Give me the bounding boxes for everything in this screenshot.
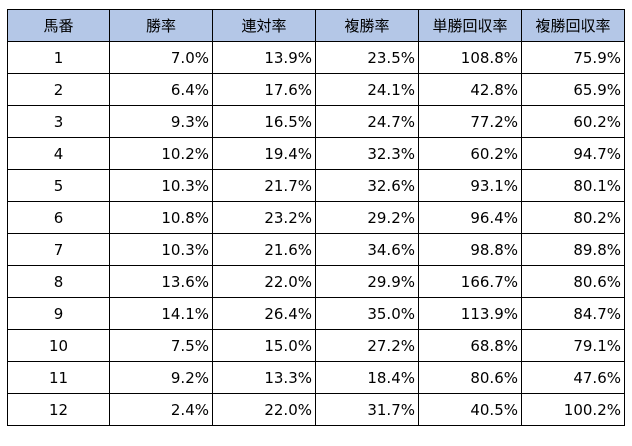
place-return-rate-cell: 100.2% (521, 393, 625, 426)
header-win-return-rate: 単勝回収率 (418, 9, 522, 42)
table-row: 2 6.4% 17.6% 24.1% 42.8% 65.9% (7, 73, 625, 106)
horse-number-cell: 11 (7, 361, 110, 394)
place-return-rate-cell: 94.7% (521, 137, 625, 170)
table-row: 11 9.2% 13.3% 18.4% 80.6% 47.6% (7, 361, 625, 394)
table-row: 9 14.1% 26.4% 35.0% 113.9% 84.7% (7, 297, 625, 330)
table-row: 3 9.3% 16.5% 24.7% 77.2% 60.2% (7, 105, 625, 138)
win-rate-cell: 9.2% (109, 361, 213, 394)
quinella-rate-cell: 23.2% (212, 201, 316, 234)
win-rate-cell: 2.4% (109, 393, 213, 426)
win-return-rate-cell: 77.2% (418, 105, 522, 138)
win-rate-cell: 14.1% (109, 297, 213, 330)
table-row: 1 7.0% 13.9% 23.5% 108.8% 75.9% (7, 41, 625, 74)
horse-number-cell: 6 (7, 201, 110, 234)
quinella-rate-cell: 21.6% (212, 233, 316, 266)
win-rate-cell: 10.3% (109, 169, 213, 202)
win-return-rate-cell: 68.8% (418, 329, 522, 362)
table-row: 12 2.4% 22.0% 31.7% 40.5% 100.2% (7, 393, 625, 426)
quinella-rate-cell: 13.9% (212, 41, 316, 74)
quinella-rate-cell: 22.0% (212, 265, 316, 298)
table-row: 6 10.8% 23.2% 29.2% 96.4% 80.2% (7, 201, 625, 234)
win-rate-cell: 10.3% (109, 233, 213, 266)
place-rate-cell: 29.9% (315, 265, 419, 298)
header-quinella-rate: 連対率 (212, 9, 316, 42)
place-return-rate-cell: 47.6% (521, 361, 625, 394)
table-body: 1 7.0% 13.9% 23.5% 108.8% 75.9% 2 6.4% 17.6% 24.1… (7, 41, 625, 426)
horse-number-cell: 12 (7, 393, 110, 426)
table-row: 4 10.2% 19.4% 32.3% 60.2% 94.7% (7, 137, 625, 170)
horse-number-cell: 1 (7, 41, 110, 74)
horse-number-cell: 9 (7, 297, 110, 330)
quinella-rate-cell: 22.0% (212, 393, 316, 426)
win-rate-cell: 7.5% (109, 329, 213, 362)
place-rate-cell: 31.7% (315, 393, 419, 426)
place-rate-cell: 35.0% (315, 297, 419, 330)
table-row: 10 7.5% 15.0% 27.2% 68.8% 79.1% (7, 329, 625, 362)
quinella-rate-cell: 13.3% (212, 361, 316, 394)
table-row: 7 10.3% 21.6% 34.6% 98.8% 89.8% (7, 233, 625, 266)
win-rate-cell: 7.0% (109, 41, 213, 74)
horse-number-cell: 2 (7, 73, 110, 106)
win-return-rate-cell: 60.2% (418, 137, 522, 170)
quinella-rate-cell: 21.7% (212, 169, 316, 202)
table-row: 5 10.3% 21.7% 32.6% 93.1% 80.1% (7, 169, 625, 202)
horse-number-cell: 7 (7, 233, 110, 266)
win-rate-cell: 13.6% (109, 265, 213, 298)
quinella-rate-cell: 15.0% (212, 329, 316, 362)
win-return-rate-cell: 80.6% (418, 361, 522, 394)
quinella-rate-cell: 19.4% (212, 137, 316, 170)
place-return-rate-cell: 60.2% (521, 105, 625, 138)
place-rate-cell: 18.4% (315, 361, 419, 394)
horse-number-cell: 5 (7, 169, 110, 202)
win-rate-cell: 9.3% (109, 105, 213, 138)
win-return-rate-cell: 40.5% (418, 393, 522, 426)
header-place-rate: 複勝率 (315, 9, 419, 42)
win-return-rate-cell: 42.8% (418, 73, 522, 106)
win-return-rate-cell: 166.7% (418, 265, 522, 298)
win-rate-cell: 6.4% (109, 73, 213, 106)
place-return-rate-cell: 80.6% (521, 265, 625, 298)
place-rate-cell: 32.3% (315, 137, 419, 170)
place-rate-cell: 27.2% (315, 329, 419, 362)
place-rate-cell: 32.6% (315, 169, 419, 202)
table-row: 8 13.6% 22.0% 29.9% 166.7% 80.6% (7, 265, 625, 298)
header-horse-number: 馬番 (7, 9, 110, 42)
place-return-rate-cell: 65.9% (521, 73, 625, 106)
horse-number-cell: 3 (7, 105, 110, 138)
place-rate-cell: 29.2% (315, 201, 419, 234)
quinella-rate-cell: 16.5% (212, 105, 316, 138)
horse-number-cell: 8 (7, 265, 110, 298)
place-rate-cell: 24.1% (315, 73, 419, 106)
quinella-rate-cell: 26.4% (212, 297, 316, 330)
quinella-rate-cell: 17.6% (212, 73, 316, 106)
header-place-return-rate: 複勝回収率 (521, 9, 625, 42)
place-rate-cell: 34.6% (315, 233, 419, 266)
horse-number-cell: 4 (7, 137, 110, 170)
table-header: 馬番 勝率 連対率 複勝率 単勝回収率 複勝回収率 (7, 9, 625, 42)
place-return-rate-cell: 89.8% (521, 233, 625, 266)
place-rate-cell: 24.7% (315, 105, 419, 138)
win-return-rate-cell: 96.4% (418, 201, 522, 234)
place-return-rate-cell: 80.1% (521, 169, 625, 202)
place-return-rate-cell: 75.9% (521, 41, 625, 74)
horse-number-cell: 10 (7, 329, 110, 362)
win-rate-cell: 10.8% (109, 201, 213, 234)
place-return-rate-cell: 84.7% (521, 297, 625, 330)
win-return-rate-cell: 93.1% (418, 169, 522, 202)
win-return-rate-cell: 108.8% (418, 41, 522, 74)
win-return-rate-cell: 98.8% (418, 233, 522, 266)
place-return-rate-cell: 80.2% (521, 201, 625, 234)
place-return-rate-cell: 79.1% (521, 329, 625, 362)
header-row: 馬番 勝率 連対率 複勝率 単勝回収率 複勝回収率 (7, 9, 625, 42)
place-rate-cell: 23.5% (315, 41, 419, 74)
header-win-rate: 勝率 (109, 9, 213, 42)
win-return-rate-cell: 113.9% (418, 297, 522, 330)
stats-table: 馬番 勝率 連対率 複勝率 単勝回収率 複勝回収率 1 7.0% 13.9% 23.5… (7, 9, 625, 426)
win-rate-cell: 10.2% (109, 137, 213, 170)
